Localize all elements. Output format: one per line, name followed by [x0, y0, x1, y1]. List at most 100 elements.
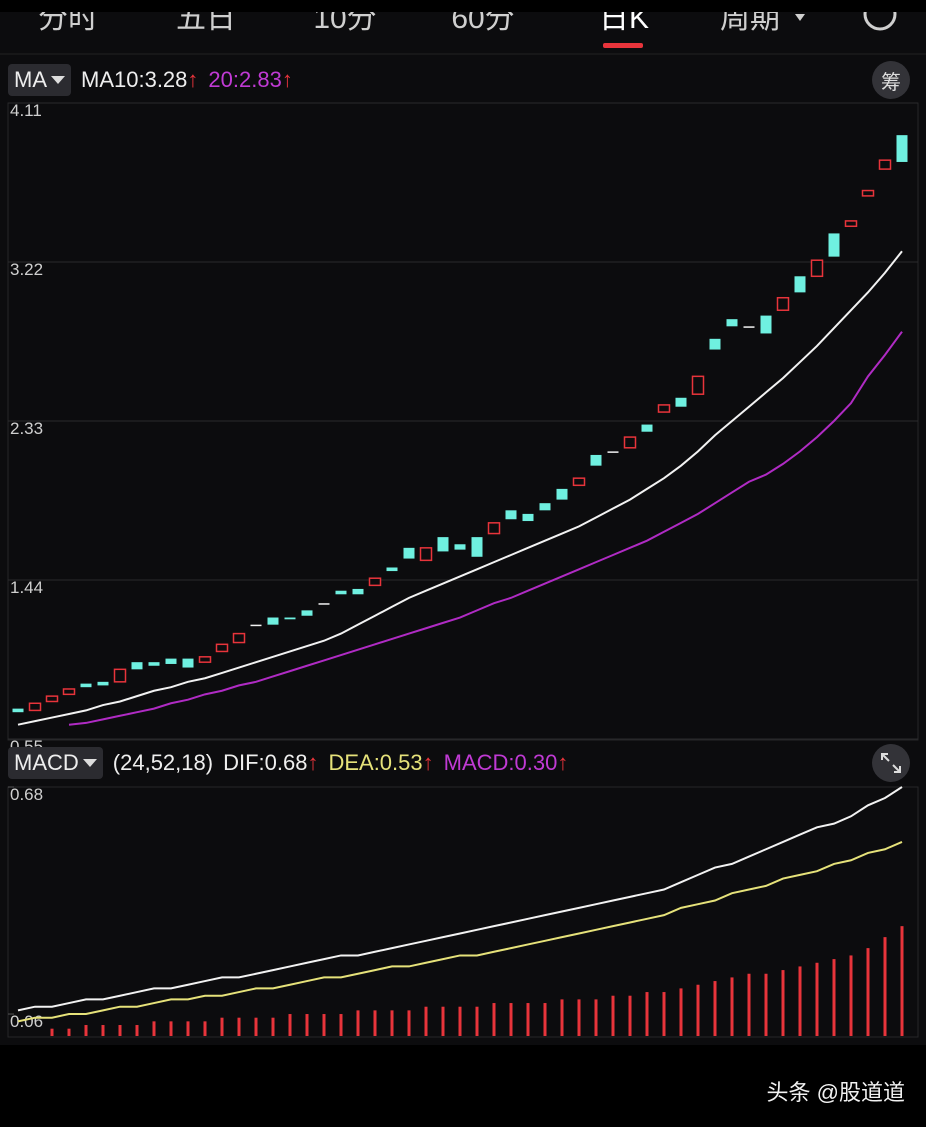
candle — [403, 547, 415, 559]
up-arrow: ↑ — [557, 750, 569, 775]
macd-bar — [662, 992, 666, 1036]
macd-bar — [237, 1017, 241, 1036]
candle — [113, 668, 127, 683]
macd-bar — [900, 926, 904, 1036]
macd-bar — [679, 988, 683, 1036]
indicator-line — [17, 841, 903, 1023]
candle — [131, 662, 143, 670]
macd-label: MACD:0.30 — [443, 750, 558, 775]
macd-bar — [356, 1010, 360, 1036]
dropdown-icon — [82, 759, 97, 767]
macd-bar — [458, 1006, 462, 1036]
expand-icon — [881, 753, 901, 773]
candle — [896, 135, 908, 162]
candle — [743, 326, 755, 328]
macd-bar — [254, 1017, 258, 1036]
macd-bar — [67, 1028, 71, 1036]
macd-panel — [7, 786, 919, 1038]
y-tick-label: 4.11 — [10, 101, 42, 120]
candle — [709, 338, 721, 350]
macd-bar — [441, 1006, 445, 1036]
macd-bar — [203, 1021, 207, 1036]
macd-bar — [645, 992, 649, 1036]
candle — [437, 537, 449, 552]
tab-underline — [603, 43, 643, 48]
macd-header: MACD (24,52,18) DIF:0.68 ↑ DEA:0.53 ↑ MACD… — [8, 744, 918, 782]
macd-bar — [135, 1025, 139, 1036]
macd-bar — [883, 937, 887, 1036]
candle — [726, 319, 738, 327]
chip-button[interactable]: 筹 — [872, 61, 910, 99]
candle — [215, 643, 229, 653]
candle — [572, 477, 586, 487]
macd-bar — [543, 1003, 547, 1036]
candle — [828, 233, 840, 257]
candle — [12, 708, 24, 713]
candle — [182, 658, 194, 668]
candle — [386, 567, 398, 572]
candle — [623, 436, 637, 449]
up-arrow: ↑ — [307, 750, 319, 775]
candle — [80, 683, 92, 688]
macd-bar — [271, 1017, 275, 1036]
dropdown-icon — [795, 14, 805, 21]
ma-selector[interactable]: MA — [8, 64, 71, 96]
macd-bar — [101, 1025, 105, 1036]
macd-selector[interactable]: MACD — [8, 747, 103, 779]
macd-bar — [390, 1010, 394, 1036]
macd-bar — [509, 1003, 513, 1036]
indicator-line — [17, 786, 903, 1012]
macd-bar — [713, 981, 717, 1036]
candle — [844, 220, 858, 228]
candle — [250, 624, 262, 627]
macd-bar — [628, 995, 632, 1036]
macd-bar — [152, 1021, 156, 1036]
macd-bar — [305, 1014, 309, 1036]
candle — [607, 451, 619, 453]
candle — [419, 547, 433, 562]
candle — [198, 656, 212, 663]
dropdown-icon — [51, 76, 65, 84]
dif-label: DIF:0.68 — [223, 750, 308, 775]
macd-bar — [526, 1003, 530, 1036]
macd-bar — [849, 955, 853, 1036]
y-tick-label: 0.68 — [10, 785, 43, 804]
candle — [675, 397, 687, 407]
candle — [505, 510, 517, 520]
candle — [352, 588, 364, 595]
macd-bar — [322, 1014, 326, 1036]
macd-bar — [220, 1017, 224, 1036]
expand-button[interactable] — [872, 744, 910, 782]
indicator-line — [17, 250, 903, 726]
candle — [368, 577, 382, 587]
candle — [28, 702, 42, 712]
candle — [318, 603, 330, 605]
status-strip — [0, 0, 926, 12]
ma20-label: 20:2.83 — [208, 67, 282, 92]
macd-bar — [594, 999, 598, 1036]
macd-bar — [50, 1028, 54, 1036]
settings-icon[interactable] — [863, 0, 897, 31]
candle — [487, 522, 501, 535]
macd-bar — [866, 948, 870, 1036]
macd-bar — [730, 977, 734, 1036]
macd-bar — [288, 1014, 292, 1036]
macd-bar — [798, 966, 802, 1036]
candle — [810, 259, 824, 278]
footer — [0, 1045, 926, 1127]
up-arrow: ↑ — [422, 750, 434, 775]
dea-label: DEA:0.53 — [328, 750, 423, 775]
candle — [165, 658, 177, 664]
candle — [657, 404, 671, 413]
candle — [539, 503, 551, 511]
macd-bar — [407, 1010, 411, 1036]
macd-bar — [764, 973, 768, 1036]
macd-bar — [577, 999, 581, 1036]
candle — [284, 617, 296, 620]
candle — [878, 159, 892, 170]
macd-bar — [747, 973, 751, 1036]
candle — [454, 544, 466, 550]
macd-bar — [560, 999, 564, 1036]
macd-bar — [696, 984, 700, 1036]
